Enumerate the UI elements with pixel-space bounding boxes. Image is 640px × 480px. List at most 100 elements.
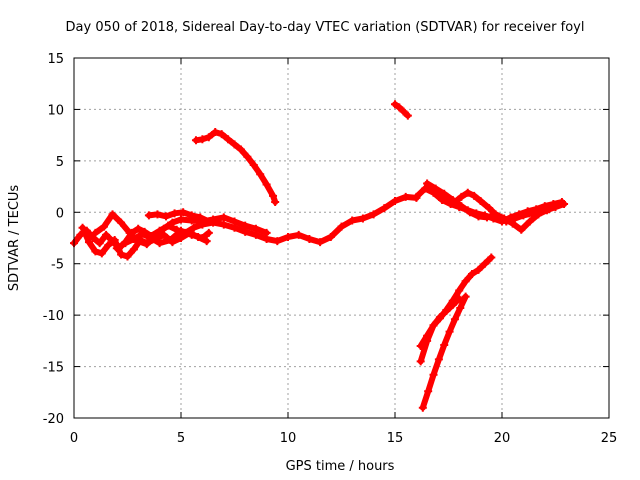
data-point-plus <box>457 202 466 211</box>
data-point-plus <box>256 170 265 179</box>
data-point-plus <box>525 217 534 226</box>
data-point-plus <box>551 203 560 212</box>
data-point-plus <box>519 211 528 220</box>
data-point-plus <box>78 223 87 232</box>
series-arc-dip-b <box>418 292 470 412</box>
data-point-plus <box>219 220 228 229</box>
data-point-plus <box>251 224 260 233</box>
x-tick-label: 15 <box>387 431 404 446</box>
data-point-plus <box>230 217 239 226</box>
data-point-plus <box>423 331 432 340</box>
x-tick-label: 20 <box>494 431 511 446</box>
plot-frame <box>73 57 610 419</box>
data-point-plus <box>108 210 117 219</box>
data-point-plus <box>456 303 465 312</box>
x-tick-label: 0 <box>70 431 78 446</box>
data-point-plus <box>249 160 258 169</box>
data-point-plus <box>305 235 314 244</box>
data-point-plus <box>395 103 404 112</box>
data-point-plus <box>461 277 470 286</box>
data-point-plus <box>431 184 440 193</box>
data-point-plus <box>153 210 162 219</box>
data-point-plus <box>510 214 519 223</box>
series-layer <box>70 100 569 412</box>
series-arc-main-e <box>112 226 213 253</box>
data-point-plus <box>380 204 389 213</box>
y-tick-label: 0 <box>56 206 64 221</box>
data-point-plus <box>448 300 457 309</box>
data-point-plus <box>138 229 147 238</box>
data-point-plus <box>480 259 489 268</box>
data-point-plus <box>177 215 185 224</box>
y-axis-label: SDTVAR / TECUs <box>7 185 22 292</box>
y-tick-label: -20 <box>43 412 64 427</box>
data-point-plus <box>262 180 271 189</box>
data-point-plus <box>243 152 252 161</box>
data-point-plus <box>211 128 220 137</box>
data-point-plus <box>159 224 168 233</box>
series-arc-dip-a <box>416 253 496 366</box>
data-point-plus <box>457 192 466 201</box>
data-point-plus <box>91 228 100 237</box>
data-point-plus <box>198 135 207 144</box>
data-point-plus <box>450 315 459 324</box>
data-point-plus <box>162 212 171 221</box>
data-point-plus <box>155 239 164 248</box>
data-point-plus <box>217 130 226 139</box>
data-point-plus <box>236 145 245 154</box>
data-point-plus <box>493 212 502 221</box>
data-point-plus <box>463 188 472 197</box>
y-tick-label: -5 <box>51 258 64 273</box>
data-point-plus <box>117 218 126 227</box>
data-point-plus <box>391 100 399 109</box>
data-point-plus <box>204 228 213 237</box>
series-arc-right-c <box>438 188 554 226</box>
data-point-plus <box>204 133 213 142</box>
data-point-plus <box>294 230 303 239</box>
data-point-plus <box>403 111 412 120</box>
tick-layer: 0 5 10 15 20 25 -20 -15 -10 -5 0 5 10 15 <box>43 52 618 446</box>
data-point-plus <box>465 208 474 217</box>
data-point-plus <box>91 247 100 256</box>
data-point-plus <box>348 216 357 225</box>
x-axis-label: GPS time / hours <box>286 459 395 474</box>
data-point-plus <box>438 190 447 199</box>
data-point-plus <box>284 232 292 241</box>
data-point-plus <box>434 355 443 364</box>
data-point-plus <box>474 212 483 221</box>
x-tick-label: 25 <box>601 431 618 446</box>
data-point-plus <box>442 307 451 316</box>
data-point-plus <box>416 357 425 366</box>
data-point-plus <box>168 218 177 227</box>
data-point-plus <box>527 209 536 218</box>
y-tick-label: -10 <box>43 309 64 324</box>
data-point-plus <box>391 196 399 205</box>
data-point-plus <box>560 200 569 209</box>
data-point-plus <box>142 240 151 249</box>
series-arc-right-b <box>423 179 569 234</box>
data-point-plus <box>418 403 427 412</box>
data-point-plus <box>129 245 138 254</box>
data-point-plus <box>177 234 185 242</box>
data-point-plus <box>369 210 378 219</box>
data-point-plus <box>189 223 198 232</box>
data-point-plus <box>517 225 526 234</box>
data-point-plus <box>147 234 156 242</box>
data-point-plus <box>416 342 425 350</box>
data-point-plus <box>219 213 228 222</box>
data-point-plus <box>401 192 410 201</box>
data-point-plus <box>125 228 134 237</box>
y-tick-label: 15 <box>47 52 64 67</box>
data-point-plus <box>476 196 485 205</box>
data-point-plus <box>461 292 470 301</box>
data-point-plus <box>536 208 545 217</box>
data-point-plus <box>326 232 335 241</box>
data-point-plus <box>468 270 477 278</box>
data-point-plus <box>224 135 233 144</box>
x-tick-label: 10 <box>280 431 297 446</box>
series-arc-upper-left <box>191 128 280 206</box>
data-point-plus <box>123 252 132 261</box>
data-point-plus <box>196 213 205 222</box>
data-point-plus <box>470 191 479 200</box>
series-line <box>392 101 411 119</box>
